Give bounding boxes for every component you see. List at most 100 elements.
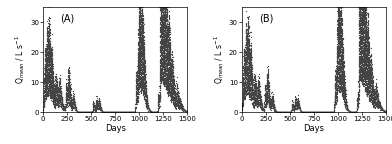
- Point: [43, 70, 49, 72]
- Point: [68, 101, 74, 104]
- Point: [155, 96, 162, 99]
- Point: [162, 32, 169, 35]
- Point: [162, 17, 168, 19]
- Point: [335, 87, 341, 89]
- Point: [357, 48, 363, 51]
- Point: [356, 78, 362, 81]
- Point: [357, 62, 363, 65]
- Point: [337, 22, 343, 25]
- Point: [242, 63, 248, 66]
- Point: [168, 69, 174, 71]
- Point: [94, 100, 100, 103]
- Point: [166, 50, 172, 52]
- Point: [42, 93, 49, 95]
- Point: [361, 19, 367, 21]
- Point: [367, 77, 373, 79]
- Point: [50, 88, 56, 90]
- Point: [336, 91, 343, 93]
- Point: [336, 18, 342, 20]
- Point: [167, 71, 174, 73]
- Point: [117, 111, 123, 113]
- Point: [128, 111, 134, 113]
- Point: [74, 110, 80, 112]
- Point: [338, 86, 344, 88]
- Point: [49, 72, 55, 74]
- Point: [265, 83, 271, 85]
- Point: [339, 89, 346, 91]
- Point: [158, 6, 164, 8]
- Point: [370, 89, 376, 91]
- Point: [46, 52, 52, 54]
- Point: [132, 110, 138, 112]
- Point: [363, 38, 369, 40]
- Point: [160, 64, 166, 66]
- Point: [339, 33, 345, 35]
- Point: [160, 7, 167, 9]
- Point: [358, 6, 364, 8]
- Point: [359, 6, 365, 8]
- Point: [115, 111, 122, 113]
- Point: [138, 73, 144, 75]
- Point: [163, 79, 169, 81]
- Point: [247, 78, 254, 80]
- Point: [336, 19, 342, 21]
- Point: [357, 29, 363, 31]
- Point: [47, 52, 54, 54]
- Point: [160, 40, 167, 42]
- Point: [242, 61, 249, 64]
- Point: [165, 39, 172, 41]
- Point: [160, 6, 167, 8]
- Point: [53, 85, 59, 87]
- Point: [337, 21, 343, 23]
- Point: [160, 6, 166, 8]
- Point: [162, 6, 168, 8]
- Point: [244, 56, 250, 58]
- Point: [241, 74, 247, 76]
- Point: [270, 104, 277, 106]
- Point: [183, 110, 190, 113]
- Point: [179, 106, 185, 109]
- Point: [328, 111, 334, 113]
- Point: [137, 53, 143, 55]
- Point: [158, 18, 165, 20]
- Point: [143, 94, 149, 96]
- Point: [359, 6, 365, 8]
- Point: [365, 67, 371, 69]
- Point: [60, 106, 67, 109]
- Point: [97, 105, 103, 107]
- Point: [368, 66, 374, 68]
- Point: [337, 16, 343, 19]
- Point: [51, 90, 57, 92]
- Point: [334, 71, 340, 73]
- Point: [42, 84, 48, 86]
- Point: [244, 36, 250, 38]
- Point: [363, 80, 369, 83]
- Point: [381, 109, 387, 112]
- Point: [358, 65, 364, 68]
- Point: [368, 63, 375, 65]
- Point: [158, 28, 164, 31]
- Point: [333, 102, 339, 104]
- Point: [364, 92, 370, 94]
- Point: [174, 92, 180, 95]
- Point: [54, 89, 60, 92]
- Point: [341, 71, 347, 73]
- Point: [359, 46, 365, 48]
- Point: [180, 110, 186, 112]
- Point: [163, 86, 169, 88]
- Point: [375, 93, 381, 95]
- Point: [140, 60, 147, 62]
- Point: [163, 6, 169, 8]
- Point: [141, 92, 147, 94]
- Point: [337, 28, 343, 30]
- Point: [358, 16, 365, 18]
- Point: [49, 78, 56, 80]
- Point: [45, 87, 52, 89]
- Point: [267, 101, 273, 104]
- Point: [157, 6, 163, 8]
- Point: [357, 6, 363, 8]
- Point: [244, 81, 250, 83]
- Point: [161, 52, 167, 55]
- Point: [171, 90, 178, 92]
- Point: [338, 42, 344, 44]
